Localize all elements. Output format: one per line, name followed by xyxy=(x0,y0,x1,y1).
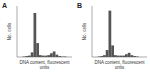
figure: A No. cells B No. cells DNA content, fluores… xyxy=(0,0,150,80)
bars xyxy=(23,13,67,57)
bars xyxy=(98,11,139,57)
bar xyxy=(47,55,50,57)
bar xyxy=(34,13,37,57)
bar xyxy=(103,55,106,57)
bar xyxy=(131,55,134,57)
y-axis xyxy=(17,6,18,57)
y-axis xyxy=(92,6,93,57)
bar xyxy=(56,55,59,57)
bar xyxy=(106,50,109,57)
bar xyxy=(39,55,42,57)
x-axis xyxy=(17,57,72,58)
bar xyxy=(109,11,112,57)
bar xyxy=(114,55,117,57)
y-axis-label: No. cells xyxy=(7,22,12,40)
panel-label: A xyxy=(2,2,7,9)
panel-label: B xyxy=(77,2,82,9)
canvas: A No. cells B No. cells xyxy=(0,0,150,80)
bar xyxy=(125,54,128,57)
bar xyxy=(111,45,114,57)
y-axis-label: No. cells xyxy=(82,22,87,40)
x-axis xyxy=(92,57,147,58)
x-axis-label: DNA content, fluorescent units xyxy=(15,60,74,70)
bar xyxy=(31,52,34,57)
x-axis-label: DNA content, fluorescent units xyxy=(90,60,149,70)
bar xyxy=(53,51,56,57)
bar xyxy=(36,43,39,57)
bar xyxy=(50,53,53,57)
bar xyxy=(128,53,131,57)
